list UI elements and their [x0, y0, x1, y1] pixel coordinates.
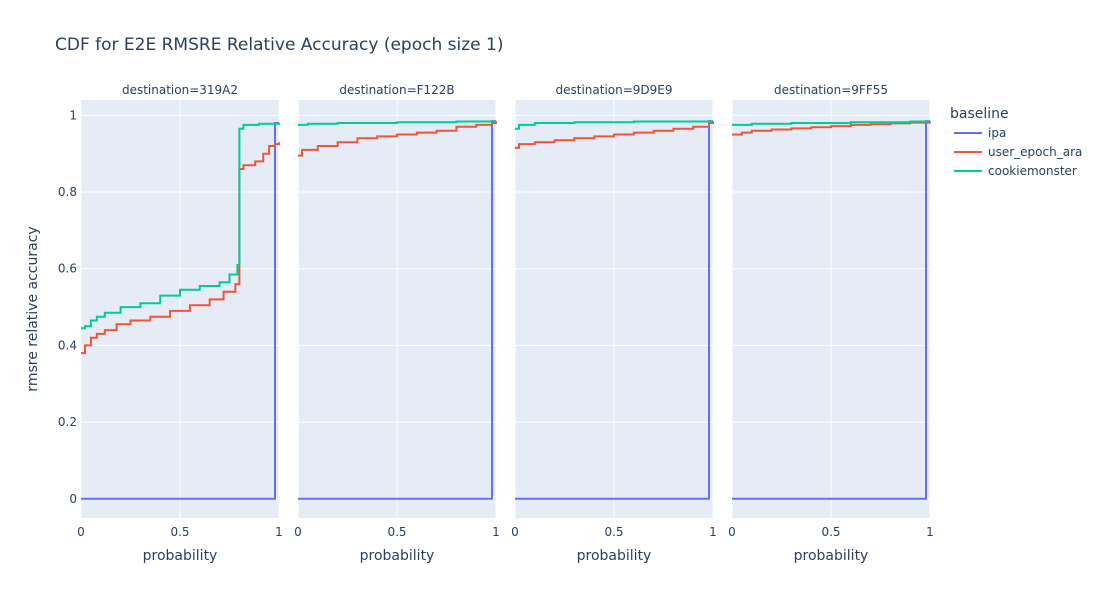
x-tick-label: 0.5	[170, 525, 189, 539]
x-axis-label: probability	[794, 548, 869, 564]
series-line-user-epoch-ara	[515, 121, 714, 149]
legend-item-ipa: ipa	[954, 126, 1006, 140]
x-tick-label: 1	[709, 525, 717, 539]
series-line-user-epoch-ara	[298, 121, 497, 157]
x-tick-label: 1	[926, 525, 934, 539]
y-tick-label: 0.4	[58, 338, 77, 352]
legend: baseline ipa user_epoch_ara cookiemonster	[950, 106, 1082, 178]
x-tick-label: 0	[77, 525, 85, 539]
series-line-cookiemonster	[732, 120, 931, 126]
y-tick-label: 0.6	[58, 262, 77, 276]
panel-2: 0 0.5 1 destination=9D9E9 probability	[511, 83, 717, 564]
legend-label: ipa	[988, 126, 1006, 140]
y-tick-label: 1	[69, 108, 77, 122]
legend-title: baseline	[950, 106, 1009, 122]
panel-title: destination=9FF55	[774, 83, 888, 97]
y-tick-label: 0.2	[58, 415, 77, 429]
y-tick-label: 0.8	[58, 185, 77, 199]
legend-label: cookiemonster	[988, 164, 1077, 178]
x-tick-label: 0	[294, 525, 302, 539]
x-tick-label: 0	[728, 525, 736, 539]
chart-title: CDF for E2E RMSRE Relative Accuracy (epo…	[55, 35, 503, 55]
panel-title: destination=319A2	[122, 83, 238, 97]
x-tick-label: 1	[492, 525, 500, 539]
y-tick-label: 0	[69, 492, 77, 506]
panels: 0 0.5 100.20.40.60.81destination=319A2prob…	[58, 83, 934, 564]
x-axis-label: probability	[577, 548, 652, 564]
series-line-cookiemonster	[515, 120, 714, 130]
series-line-user-epoch-ara	[732, 121, 931, 136]
legend-label: user_epoch_ara	[988, 145, 1082, 159]
x-axis-label: probability	[360, 548, 435, 564]
x-tick-label: 0.5	[604, 525, 623, 539]
series-line-user-epoch-ara	[81, 142, 280, 355]
series-line-cookiemonster	[298, 120, 497, 126]
panel-0: 0 0.5 1 0 0.2 0.4 0.6 0.8 1 destination=319A2 prob…	[58, 83, 283, 564]
legend-item-cookiemonster: cookiemonster	[954, 164, 1077, 178]
panel-title: destination=9D9E9	[555, 83, 672, 97]
x-tick-label: 0.5	[387, 525, 406, 539]
panel-title: destination=F122B	[339, 83, 454, 97]
legend-item-user-epoch-ara: user_epoch_ara	[954, 145, 1082, 159]
panel-1: 0 0.5 1 destination=F122B probability	[294, 83, 500, 564]
x-tick-label: 1	[275, 525, 283, 539]
x-tick-label: 0	[511, 525, 519, 539]
panel-3: 0 0.5 1 destination=9FF55 probability	[728, 83, 934, 564]
series-line-cookiemonster	[81, 122, 280, 330]
x-axis-label: probability	[143, 548, 218, 564]
y-axis-label: rmsre relative accuracy	[25, 226, 41, 391]
x-tick-label: 0.5	[821, 525, 840, 539]
